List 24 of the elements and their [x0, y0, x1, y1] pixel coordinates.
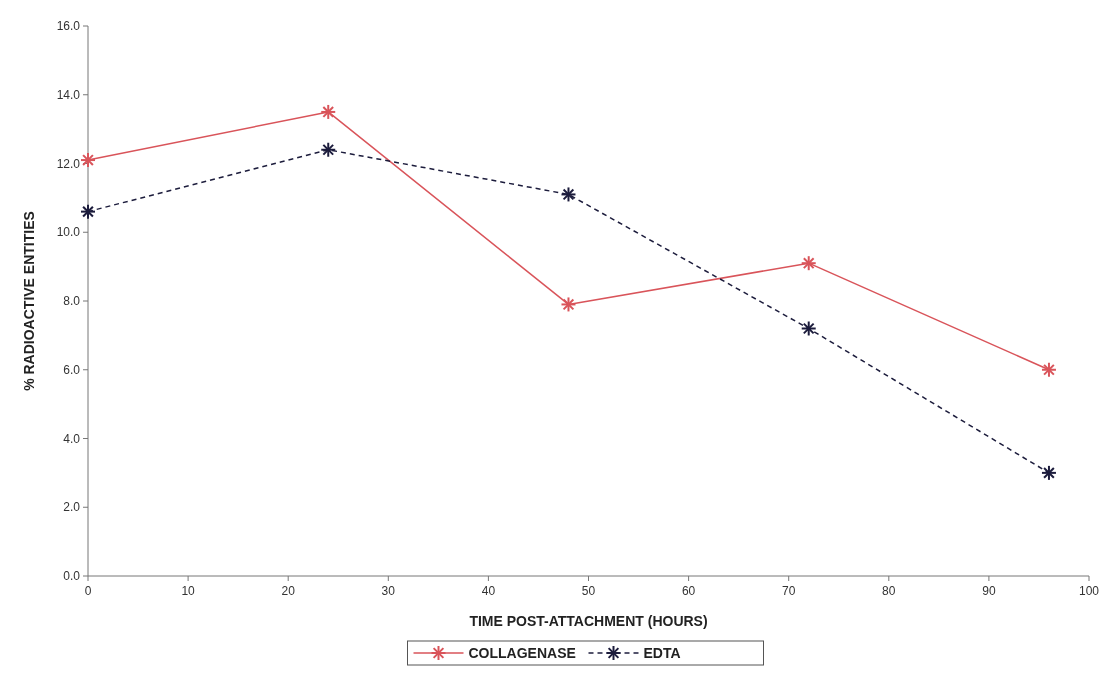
- x-tick-label: 0: [84, 584, 92, 598]
- y-tick-label: 2.0: [63, 500, 81, 515]
- x-tick-label: 100: [1078, 584, 1100, 598]
- y-axis-title: % RADIOACTIVE ENTITIES: [21, 211, 37, 391]
- legend-label: EDTA: [643, 644, 681, 661]
- y-tick-label: 10.0: [56, 225, 81, 240]
- y-tick-label: 6.0: [63, 362, 81, 377]
- y-tick-label: 8.0: [63, 294, 81, 309]
- y-tick-label: 14.0: [56, 87, 81, 102]
- x-tick-label: 50: [581, 584, 596, 598]
- y-tick-label: 12.0: [56, 156, 81, 171]
- x-tick-label: 40: [481, 584, 496, 598]
- x-tick-label: 20: [281, 584, 296, 598]
- x-tick-label: 30: [381, 584, 396, 598]
- x-tick-label: 60: [681, 584, 696, 598]
- legend-label: COLLAGENASE: [468, 644, 576, 661]
- x-tick-label: 10: [181, 584, 196, 598]
- x-tick-label: 80: [882, 584, 896, 598]
- y-tick-label: 0.0: [63, 569, 81, 584]
- y-tick-label: 4.0: [63, 431, 81, 446]
- y-tick-label: 16.0: [56, 19, 81, 34]
- x-axis-title: TIME POST-ATTACHMENT (HOURS): [469, 613, 708, 629]
- x-tick-label: 70: [782, 584, 796, 598]
- x-tick-label: 90: [982, 584, 996, 598]
